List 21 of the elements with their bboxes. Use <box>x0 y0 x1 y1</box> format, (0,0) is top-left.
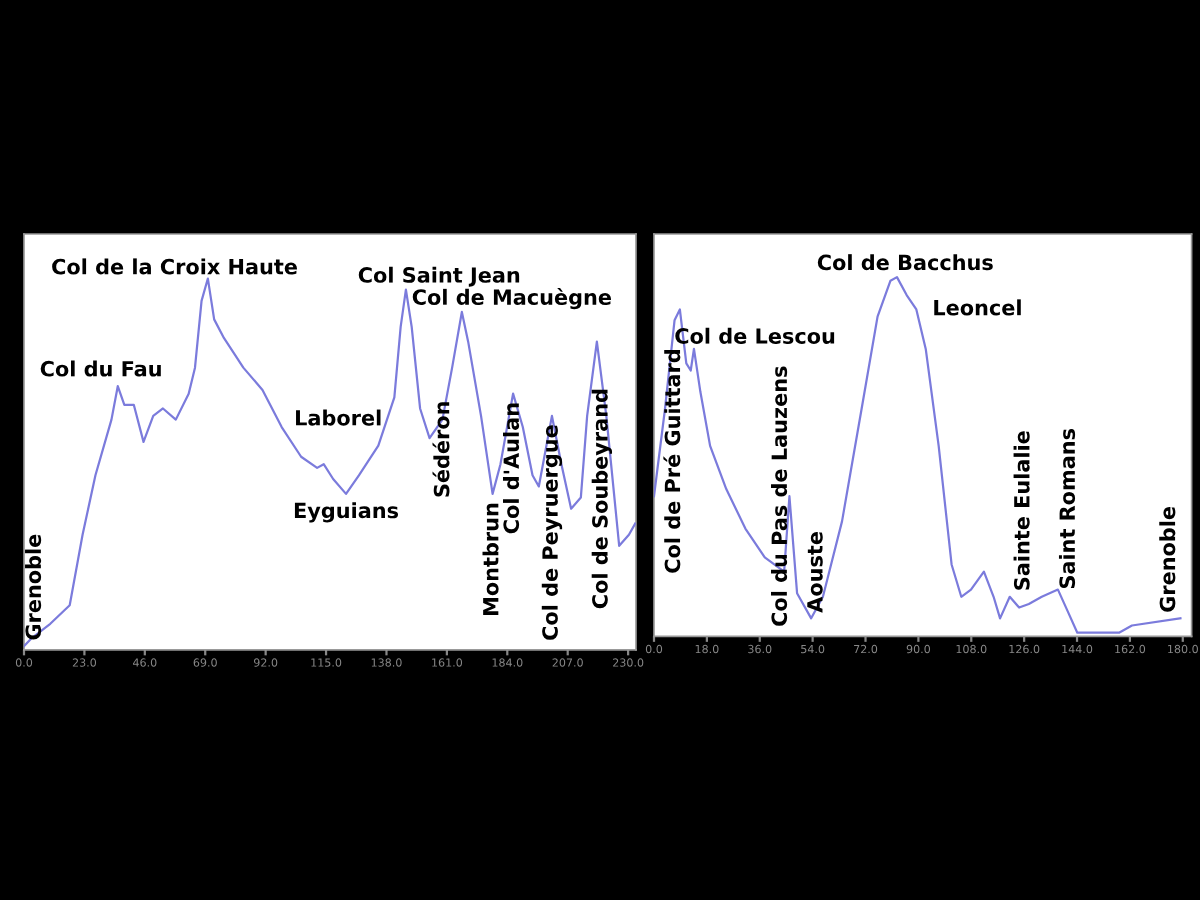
annotation: Col de Soubeyrand <box>591 389 613 609</box>
annotation: Col de Bacchus <box>817 254 993 271</box>
annotation: Eyguians <box>294 502 399 523</box>
annotation: Col du Pas de Lauzens <box>771 366 788 626</box>
annotation: Col d'Aulan <box>502 403 520 534</box>
annotation: Montbrun <box>482 503 499 615</box>
annotation: Aouste <box>807 532 823 613</box>
annotation: Col de la Croix Haute <box>52 258 297 275</box>
annotation: Col de Lescou <box>675 327 835 344</box>
annotation: Col de Pré Guittard <box>663 350 681 573</box>
annotation: Col du Fau <box>40 360 161 377</box>
annotation: Leoncel <box>934 299 1021 316</box>
annotation: Sainte Eulalie <box>1013 431 1030 590</box>
annotation: Saint Romans <box>1058 428 1076 589</box>
annotation: Sédéron <box>432 402 450 497</box>
annotation: Col Saint Jean <box>358 266 520 287</box>
annotation: Grenoble <box>25 534 42 640</box>
annotation: Laborel <box>296 409 381 426</box>
annotation: Col de Peyruergue <box>541 425 563 640</box>
annotation: Grenoble <box>1159 506 1176 612</box>
annotation: Col de Macuègne <box>412 288 611 310</box>
